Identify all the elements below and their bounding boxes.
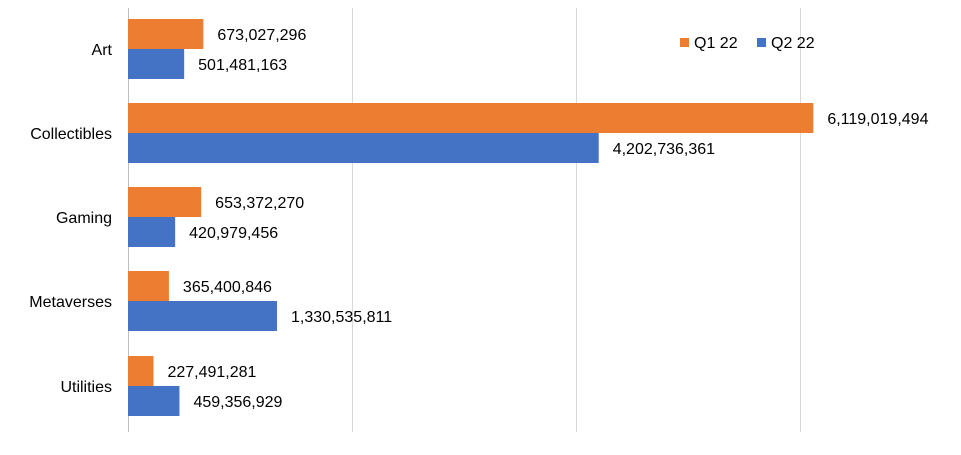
legend-label: Q2 22 bbox=[771, 35, 815, 52]
legend-swatch bbox=[757, 38, 766, 47]
data-label: 459,356,929 bbox=[193, 394, 282, 411]
data-label: 1,330,535,811 bbox=[291, 309, 392, 326]
data-label: 227,491,281 bbox=[167, 364, 256, 381]
bar-q1-22 bbox=[128, 271, 169, 301]
bar-q2-22 bbox=[128, 49, 185, 79]
category-label: Collectibles bbox=[30, 126, 112, 143]
category-label: Metaverses bbox=[29, 294, 112, 311]
bar-q2-22 bbox=[128, 301, 278, 331]
data-label: 4,202,736,361 bbox=[613, 141, 715, 158]
bar-q2-22 bbox=[128, 386, 180, 416]
bar-q2-22 bbox=[128, 133, 599, 163]
data-label: 653,372,270 bbox=[215, 195, 304, 212]
category-label: Gaming bbox=[56, 210, 112, 227]
bar-q1-22 bbox=[128, 19, 204, 49]
data-label: 673,027,296 bbox=[217, 27, 306, 44]
category-label: Art bbox=[92, 42, 113, 59]
legend-swatch bbox=[680, 38, 689, 47]
legend-label: Q1 22 bbox=[694, 35, 738, 52]
bar-q2-22 bbox=[128, 217, 176, 247]
data-label: 501,481,163 bbox=[198, 57, 287, 74]
category-label: Utilities bbox=[60, 379, 112, 396]
bar-q1-22 bbox=[128, 187, 202, 217]
data-label: 420,979,456 bbox=[189, 225, 278, 242]
bar-q1-22 bbox=[128, 356, 154, 386]
data-label: 365,400,846 bbox=[183, 279, 272, 296]
data-label: 6,119,019,494 bbox=[827, 111, 928, 128]
bar-q1-22 bbox=[128, 103, 814, 133]
